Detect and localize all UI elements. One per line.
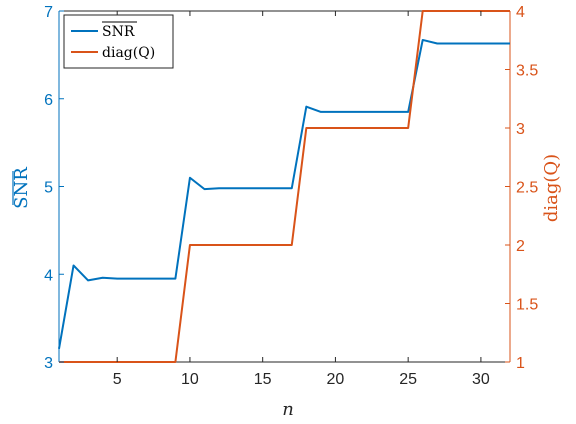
x-tick-label: 25 xyxy=(399,371,417,388)
legend: SNR diag(Q) xyxy=(63,14,174,69)
legend-box xyxy=(63,14,174,69)
x-tick-label: 5 xyxy=(113,371,122,388)
right-y-tick-label: 3 xyxy=(516,121,525,138)
left-y-axis-label: SNR xyxy=(11,167,32,209)
left-y-tick-label: 5 xyxy=(44,180,53,197)
x-axis-label: n xyxy=(282,399,294,420)
right-y-tick-label: 4 xyxy=(516,4,525,21)
legend-label: diag(Q) xyxy=(102,45,155,61)
right-y-tick-label: 3.5 xyxy=(516,63,538,80)
x-tick-label: 10 xyxy=(181,371,199,388)
right-y-tick-label: 2 xyxy=(516,238,525,255)
left-y-tick-label: 6 xyxy=(44,92,53,109)
x-tick-label: 15 xyxy=(254,371,272,388)
right-y-axis-label: diag(Q) xyxy=(541,154,562,222)
ticks-layer: 5 10 15 20 25 30 3 4 5 6 7 1 1.5 2 2.5 3 3.5 4 xyxy=(44,4,538,388)
right-y-tick-label: 2.5 xyxy=(516,180,538,197)
left-y-tick-label: 7 xyxy=(44,4,53,21)
left-y-tick-label: 4 xyxy=(44,267,53,284)
series-line-0 xyxy=(58,38,510,350)
right-y-tick-label: 1.5 xyxy=(516,297,538,314)
right-axis-label-group: diag(Q) xyxy=(541,154,562,222)
series-layer xyxy=(58,10,510,363)
x-tick-label: 30 xyxy=(472,371,490,388)
left-axis-label-group: SNR xyxy=(11,167,32,209)
left-y-tick-label: 3 xyxy=(44,355,53,372)
legend-label: SNR xyxy=(102,24,135,40)
series-line-1 xyxy=(59,10,510,363)
right-y-tick-label: 1 xyxy=(516,355,525,372)
x-tick-label: 20 xyxy=(327,371,345,388)
